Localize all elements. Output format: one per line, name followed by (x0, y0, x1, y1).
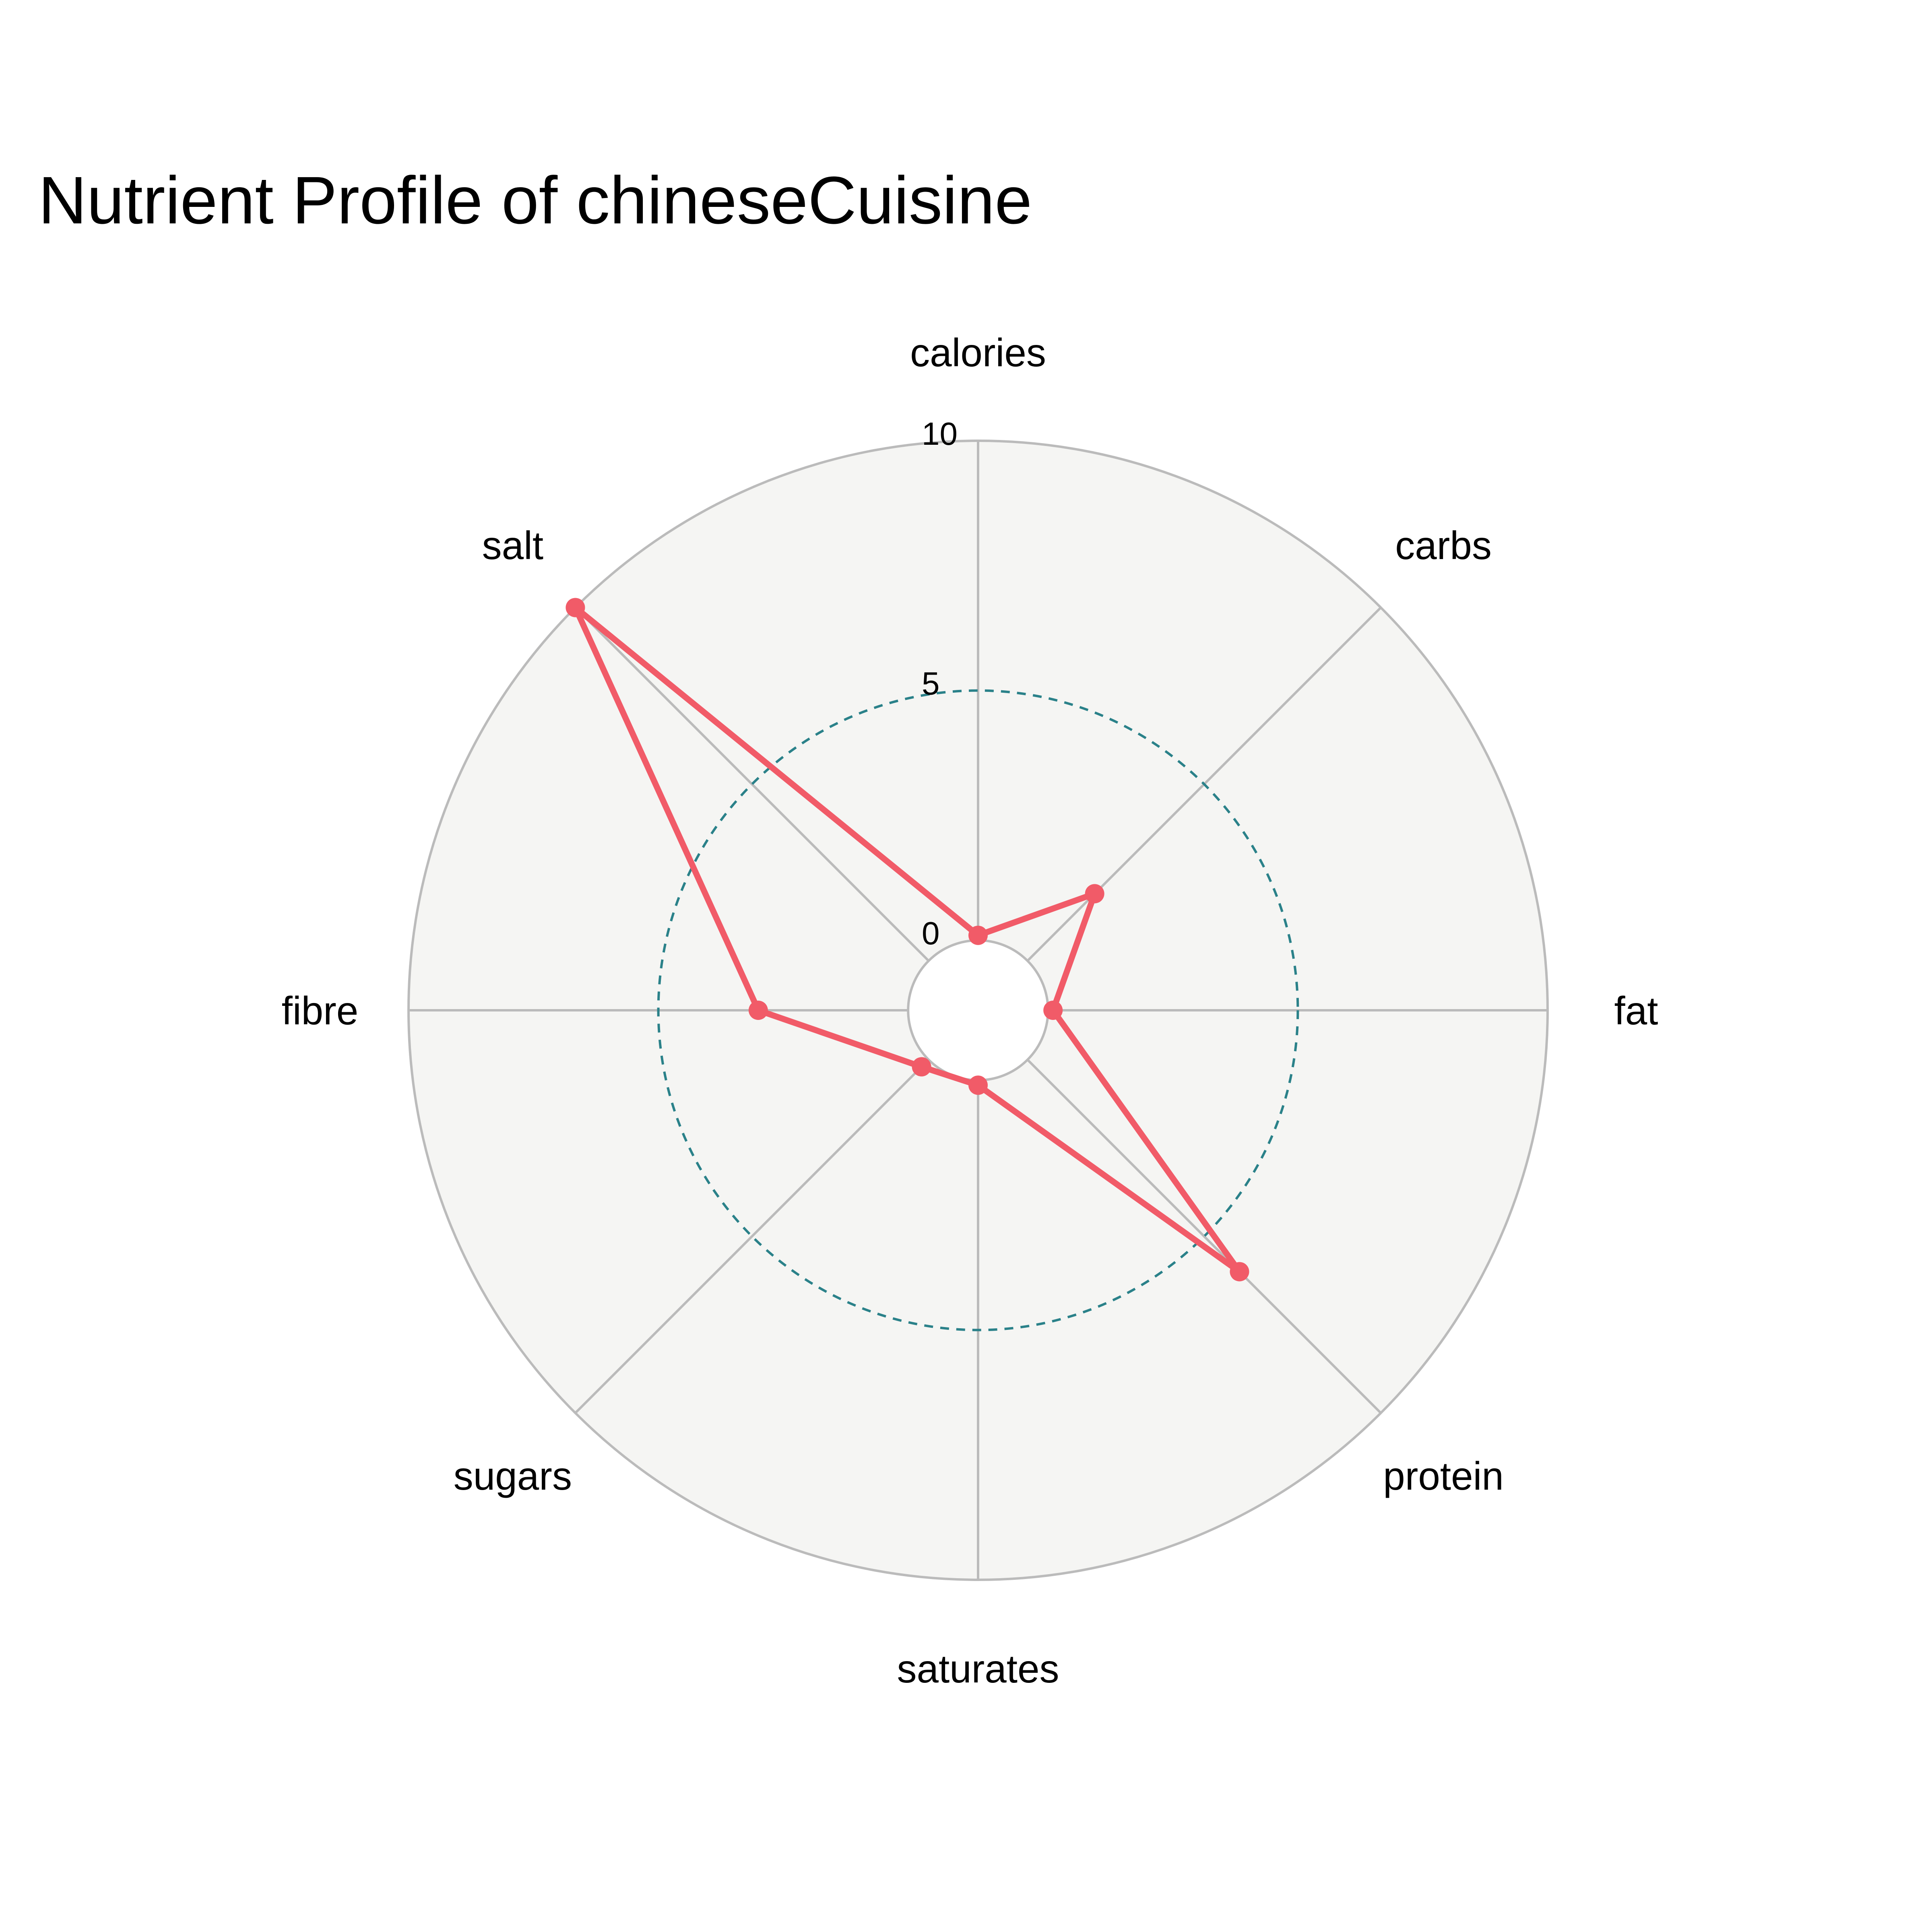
data-point (968, 1075, 988, 1095)
radial-tick-label: 0 (922, 915, 940, 951)
radial-gridline (574, 1059, 930, 1414)
plot-area: 0 5 10 calories carbs fat protein saturates suga… (282, 330, 1658, 1691)
radial-tick-label: 10 (922, 416, 958, 452)
category-label: sugars (454, 1454, 572, 1498)
radial-gridline (1026, 1059, 1382, 1414)
chart-title: Nutrient Profile of chineseCuisine (38, 163, 1032, 238)
category-label: carbs (1395, 523, 1492, 568)
data-point (968, 925, 988, 945)
category-label: salt (482, 523, 544, 568)
data-point (566, 598, 585, 617)
category-label: fat (1614, 989, 1658, 1033)
radial-tick-label: 5 (922, 666, 940, 702)
inner-gridline (907, 939, 1049, 1082)
category-label: calories (910, 330, 1046, 375)
outer-gridline (407, 440, 1549, 1581)
category-label: protein (1383, 1454, 1504, 1498)
category-label: saturates (897, 1647, 1059, 1691)
data-point (912, 1057, 931, 1077)
data-point (748, 1001, 768, 1020)
category-label: fibre (282, 989, 359, 1033)
data-point (1043, 1001, 1063, 1020)
data-point (1230, 1262, 1249, 1282)
dashed-gridline (657, 689, 1299, 1331)
data-point (1085, 884, 1104, 904)
radial-gridline (574, 607, 930, 962)
